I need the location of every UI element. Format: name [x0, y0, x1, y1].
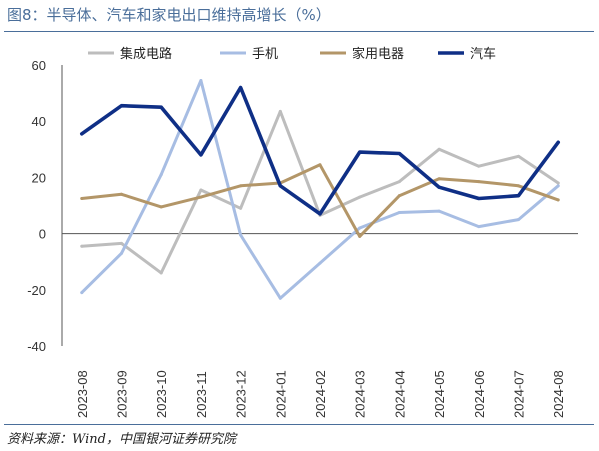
data-point: [358, 195, 362, 199]
data-point: [199, 153, 203, 157]
y-tick-label: 40: [32, 114, 46, 129]
data-point: [239, 206, 243, 210]
data-point: [239, 233, 243, 237]
x-tick-label: 2024-06: [472, 370, 487, 418]
data-point: [477, 225, 481, 229]
legend-label: 汽车: [470, 46, 496, 62]
data-point: [278, 109, 282, 113]
chart-legend: 集成电路 手机 家用电器 汽车: [88, 46, 496, 62]
x-tick-label: 2024-03: [353, 370, 368, 418]
data-point: [437, 209, 441, 213]
y-tick-label: 20: [32, 170, 46, 185]
data-point: [556, 140, 560, 144]
x-tick-label: 2023-08: [75, 370, 90, 418]
data-point: [358, 150, 362, 154]
x-tick-label: 2023-12: [234, 370, 249, 418]
data-point: [516, 194, 520, 198]
data-point: [397, 180, 401, 184]
data-point: [239, 184, 243, 188]
x-tick-label: 2024-08: [551, 370, 566, 418]
x-tick-label: 2023-09: [115, 370, 130, 418]
data-point: [437, 185, 441, 189]
data-point: [318, 261, 322, 265]
data-point: [80, 244, 84, 248]
data-point: [199, 195, 203, 199]
data-point: [318, 163, 322, 167]
data-point: [477, 164, 481, 168]
data-point: [159, 105, 163, 109]
title-divider: [4, 31, 594, 32]
data-point: [199, 78, 203, 82]
data-point: [159, 173, 163, 177]
x-tick-label: 2024-07: [511, 370, 526, 418]
series-line: [80, 85, 561, 216]
y-tick-label: 0: [39, 227, 46, 242]
data-point: [477, 180, 481, 184]
data-point: [278, 184, 282, 188]
x-tick-label: 2024-05: [432, 370, 447, 418]
data-point: [556, 184, 560, 188]
data-point: [516, 154, 520, 158]
data-point: [318, 212, 322, 216]
data-point: [278, 296, 282, 300]
data-point: [556, 181, 560, 185]
data-point: [120, 104, 124, 108]
x-tick-label: 2023-11: [194, 371, 209, 418]
data-point: [159, 271, 163, 275]
data-point: [120, 241, 124, 245]
data-point: [516, 218, 520, 222]
data-point: [477, 196, 481, 200]
x-tick-label: 2024-01: [273, 370, 288, 418]
data-point: [556, 198, 560, 202]
data-point: [120, 192, 124, 196]
data-point: [80, 196, 84, 200]
x-tick-label: 2024-02: [313, 370, 328, 418]
data-point: [199, 188, 203, 192]
data-point: [516, 184, 520, 188]
y-tick-label: 60: [32, 58, 46, 73]
legend-label: 集成电路: [120, 46, 172, 62]
data-point: [397, 152, 401, 156]
data-point: [397, 211, 401, 215]
data-point: [80, 132, 84, 136]
data-point: [437, 147, 441, 151]
chart-series: [80, 78, 561, 300]
data-point: [80, 291, 84, 295]
y-tick-label: -20: [27, 283, 46, 298]
source-note: 资料来源：Wind，中国银河证券研究院: [7, 432, 236, 447]
source-divider: [4, 424, 594, 425]
data-point: [358, 226, 362, 230]
legend-label: 家用电器: [352, 46, 404, 62]
data-point: [437, 177, 441, 181]
data-point: [239, 85, 243, 89]
x-tick-label: 2024-04: [392, 370, 407, 418]
legend-label: 手机: [252, 47, 278, 62]
x-tick-label: 2023-10: [154, 370, 169, 418]
data-point: [397, 194, 401, 198]
chart-axes: -40 -20 0 20 40 60 2023-08 2023-09 2023-10 2023-1…: [27, 58, 578, 418]
data-point: [159, 205, 163, 209]
data-point: [358, 234, 362, 238]
figure-title: 图8：半导体、汽车和家电出口维持高增长（%）: [7, 6, 331, 24]
y-tick-label: -40: [27, 339, 46, 354]
data-point: [120, 251, 124, 255]
